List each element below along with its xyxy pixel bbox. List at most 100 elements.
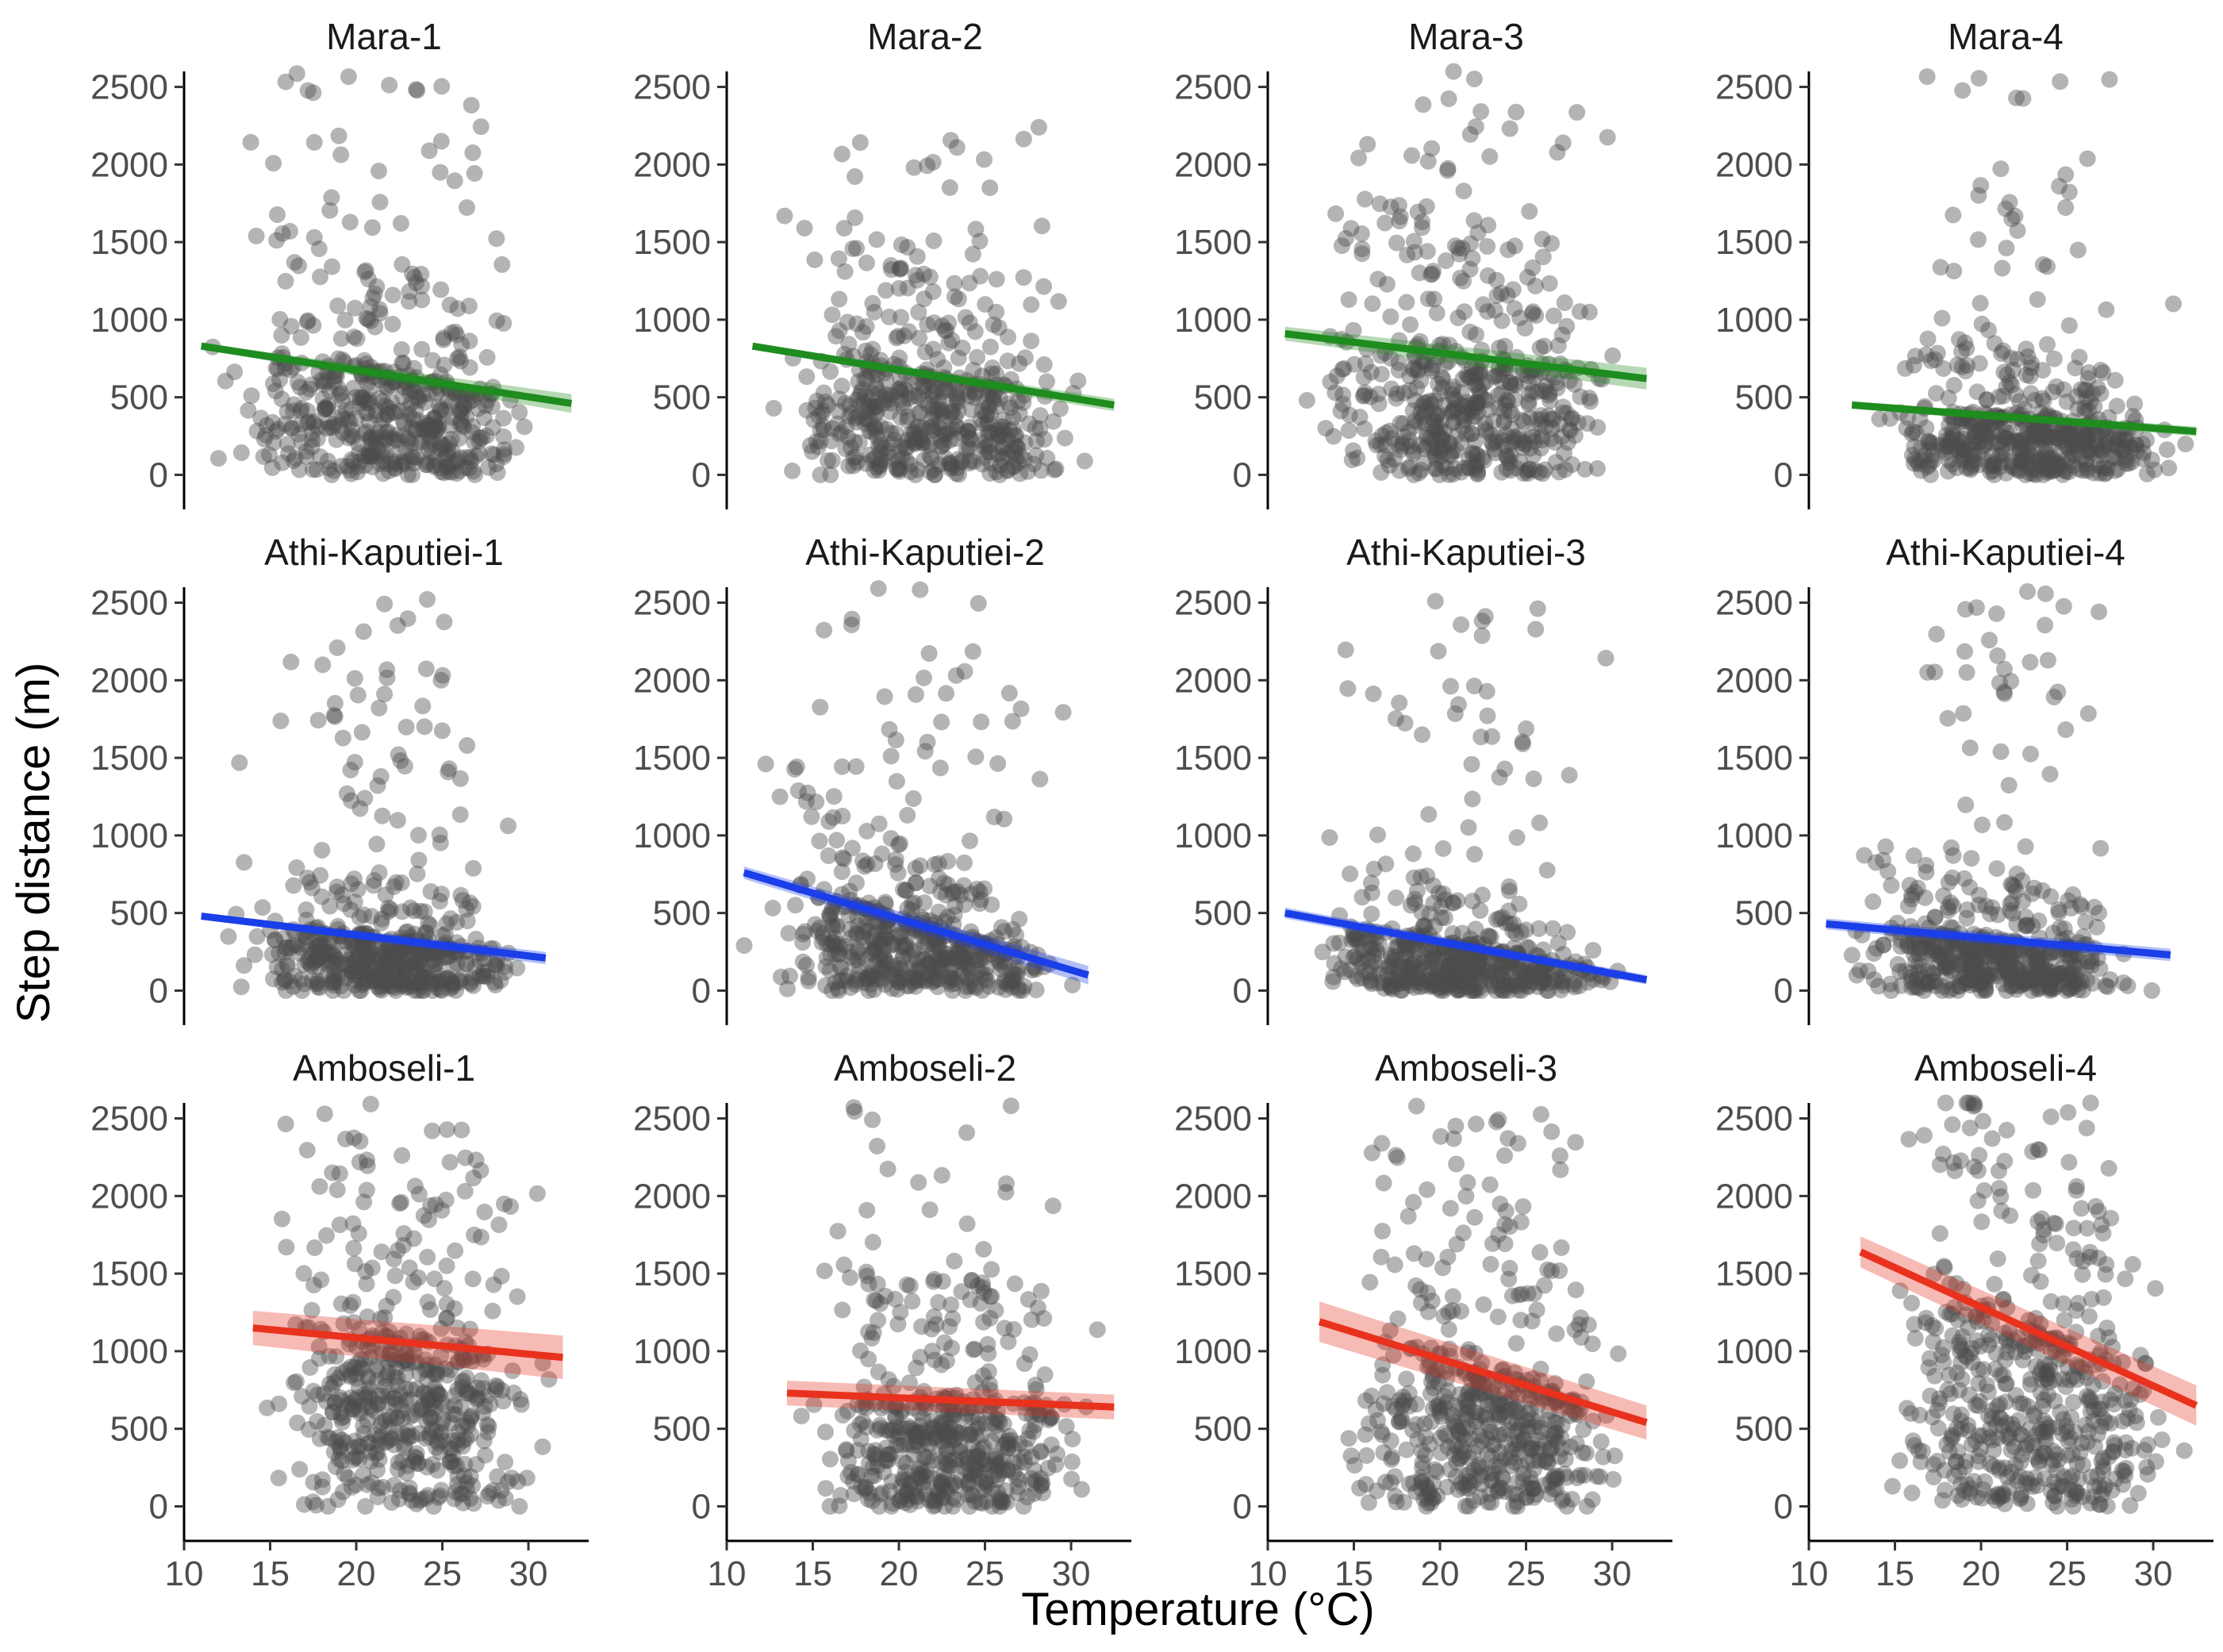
data-point xyxy=(443,443,461,460)
data-point xyxy=(1527,620,1545,638)
data-point xyxy=(405,410,422,428)
data-point xyxy=(916,392,933,409)
panel-title: Mara-3 xyxy=(1408,16,1524,57)
data-point xyxy=(985,392,1002,409)
data-point xyxy=(265,434,282,451)
data-point xyxy=(1465,212,1483,229)
data-point xyxy=(461,894,478,912)
data-point xyxy=(1998,240,2015,257)
data-point xyxy=(976,440,993,457)
data-point xyxy=(394,355,412,372)
y-tick-label: 2500 xyxy=(633,584,711,623)
data-point xyxy=(936,426,954,444)
data-point xyxy=(1521,202,1538,220)
data-point xyxy=(858,822,876,839)
data-point xyxy=(1473,627,1491,644)
data-point xyxy=(1010,455,1027,471)
data-point xyxy=(428,385,445,402)
data-point xyxy=(1957,796,1975,813)
data-point xyxy=(870,385,887,402)
y-tick-label: 1000 xyxy=(633,301,711,340)
data-point xyxy=(321,419,338,436)
data-point xyxy=(401,384,418,401)
data-point xyxy=(899,412,916,429)
data-point xyxy=(316,1105,333,1123)
data-point xyxy=(867,377,885,394)
data-point xyxy=(384,316,401,332)
data-point xyxy=(920,645,938,662)
data-point xyxy=(1419,243,1436,260)
data-point xyxy=(899,279,916,297)
data-point xyxy=(985,386,1003,404)
data-point xyxy=(378,424,395,441)
data-point xyxy=(246,946,263,963)
data-point xyxy=(395,455,413,472)
data-point xyxy=(301,380,318,398)
data-point xyxy=(977,433,994,451)
data-point xyxy=(887,425,904,442)
data-point xyxy=(269,360,286,378)
data-point xyxy=(2057,199,2075,216)
data-point xyxy=(863,385,881,402)
data-point xyxy=(314,656,332,674)
data-point xyxy=(935,359,953,376)
data-point xyxy=(910,418,927,436)
panel-title: Athi-Kaputiei-1 xyxy=(264,532,504,573)
y-tick-label: 500 xyxy=(1194,378,1252,417)
data-point xyxy=(980,386,997,403)
data-point xyxy=(399,430,417,448)
data-point xyxy=(980,398,996,416)
data-point xyxy=(367,318,384,336)
data-point xyxy=(1464,250,1481,267)
data-point xyxy=(2029,290,2046,308)
data-point xyxy=(1489,429,1507,447)
data-point xyxy=(941,432,958,449)
data-point xyxy=(370,1480,387,1496)
data-point xyxy=(325,1443,343,1461)
data-point xyxy=(464,144,482,161)
data-point xyxy=(2056,462,2073,479)
data-point xyxy=(833,424,850,441)
data-point xyxy=(900,390,918,407)
data-point xyxy=(2001,194,2018,211)
data-point xyxy=(1016,451,1033,469)
data-point xyxy=(438,1257,455,1274)
data-point xyxy=(962,382,979,400)
data-point xyxy=(488,455,505,473)
data-point xyxy=(417,660,435,678)
data-point xyxy=(282,361,299,378)
y-tick-label: 2500 xyxy=(90,68,168,107)
data-point xyxy=(943,402,960,420)
data-point xyxy=(837,394,854,412)
data-point xyxy=(409,956,426,974)
data-point xyxy=(432,440,449,457)
data-point xyxy=(916,382,933,399)
data-point xyxy=(1896,359,1914,377)
data-point xyxy=(309,430,326,448)
data-point xyxy=(386,459,404,476)
data-point xyxy=(528,1185,546,1202)
data-point xyxy=(1992,743,2010,760)
data-point xyxy=(304,431,321,448)
data-point xyxy=(1948,356,1966,374)
data-point xyxy=(1981,632,1998,649)
data-point xyxy=(328,639,346,656)
data-point xyxy=(882,394,900,412)
data-point xyxy=(2092,361,2110,378)
data-point xyxy=(866,399,884,416)
data-point xyxy=(347,299,363,317)
data-point xyxy=(2138,432,2155,448)
data-point xyxy=(1033,217,1050,235)
data-point xyxy=(408,274,425,291)
data-point xyxy=(807,399,824,417)
data-point xyxy=(268,232,286,249)
data-point xyxy=(377,398,394,414)
data-point xyxy=(393,1193,410,1211)
data-point xyxy=(417,456,435,474)
data-point xyxy=(1000,328,1017,346)
data-point xyxy=(1531,814,1549,832)
data-point xyxy=(1023,296,1040,313)
data-point xyxy=(890,956,908,974)
data-point xyxy=(2019,583,2036,600)
data-point xyxy=(1943,839,1960,856)
